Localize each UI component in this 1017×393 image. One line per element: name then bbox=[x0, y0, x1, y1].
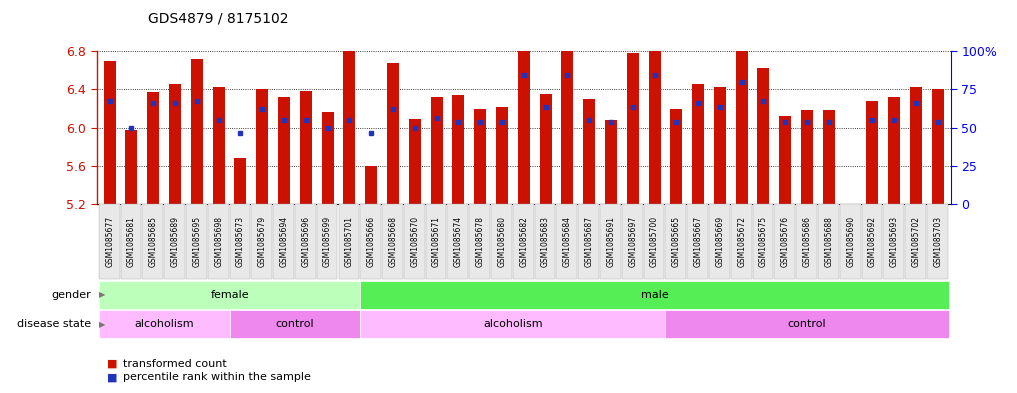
Bar bbox=[125, 130, 137, 204]
Text: GSM1085702: GSM1085702 bbox=[911, 216, 920, 267]
Text: GSM1085690: GSM1085690 bbox=[846, 216, 855, 267]
Bar bbox=[801, 110, 813, 204]
Text: GSM1085666: GSM1085666 bbox=[367, 216, 375, 267]
Bar bbox=[626, 53, 639, 204]
Bar bbox=[823, 110, 835, 204]
Text: disease state: disease state bbox=[17, 319, 92, 329]
Bar bbox=[670, 108, 682, 204]
Text: GSM1085685: GSM1085685 bbox=[148, 216, 158, 267]
Text: GSM1085676: GSM1085676 bbox=[781, 216, 790, 267]
Text: GDS4879 / 8175102: GDS4879 / 8175102 bbox=[148, 12, 289, 26]
Bar bbox=[888, 97, 900, 204]
Bar bbox=[191, 59, 202, 204]
Text: control: control bbox=[788, 319, 827, 329]
Text: GSM1085675: GSM1085675 bbox=[759, 216, 768, 267]
Text: GSM1085678: GSM1085678 bbox=[476, 216, 485, 267]
Text: GSM1085699: GSM1085699 bbox=[323, 216, 333, 267]
Text: GSM1085700: GSM1085700 bbox=[650, 216, 659, 267]
Bar bbox=[561, 36, 574, 204]
Bar bbox=[387, 62, 399, 204]
Text: male: male bbox=[641, 290, 668, 300]
Text: GSM1085672: GSM1085672 bbox=[737, 216, 746, 267]
Text: GSM1085703: GSM1085703 bbox=[934, 216, 943, 267]
Text: GSM1085668: GSM1085668 bbox=[388, 216, 398, 267]
Text: transformed count: transformed count bbox=[123, 358, 227, 369]
Bar bbox=[496, 107, 507, 204]
Bar bbox=[169, 84, 181, 204]
Bar bbox=[321, 112, 334, 204]
Bar bbox=[693, 84, 704, 204]
Text: alcoholism: alcoholism bbox=[483, 319, 543, 329]
Text: GSM1085681: GSM1085681 bbox=[127, 216, 136, 267]
Text: GSM1085674: GSM1085674 bbox=[454, 216, 463, 267]
Bar bbox=[583, 99, 595, 204]
Text: control: control bbox=[276, 319, 314, 329]
Bar bbox=[365, 166, 377, 204]
Text: GSM1085694: GSM1085694 bbox=[280, 216, 289, 267]
Bar bbox=[758, 68, 770, 204]
Bar bbox=[845, 204, 856, 224]
Bar bbox=[278, 97, 290, 204]
Text: GSM1085670: GSM1085670 bbox=[410, 216, 419, 267]
Bar bbox=[474, 108, 486, 204]
Text: GSM1085688: GSM1085688 bbox=[825, 216, 833, 267]
Text: GSM1085684: GSM1085684 bbox=[562, 216, 572, 267]
Text: GSM1085689: GSM1085689 bbox=[171, 216, 180, 267]
Text: GSM1085667: GSM1085667 bbox=[694, 216, 703, 267]
Bar bbox=[540, 94, 551, 204]
Bar bbox=[714, 88, 726, 204]
Bar bbox=[147, 92, 160, 204]
Text: ▶: ▶ bbox=[99, 290, 105, 299]
Text: GSM1085691: GSM1085691 bbox=[606, 216, 615, 267]
Text: ■: ■ bbox=[107, 372, 117, 382]
Text: GSM1085701: GSM1085701 bbox=[345, 216, 354, 267]
Bar bbox=[453, 95, 465, 204]
Text: GSM1085679: GSM1085679 bbox=[257, 216, 266, 267]
Bar bbox=[300, 91, 312, 204]
Bar bbox=[910, 88, 922, 204]
Bar bbox=[779, 116, 791, 204]
Text: GSM1085698: GSM1085698 bbox=[215, 216, 223, 267]
Bar bbox=[104, 61, 116, 204]
Text: GSM1085669: GSM1085669 bbox=[715, 216, 724, 267]
Text: GSM1085696: GSM1085696 bbox=[301, 216, 310, 267]
Bar bbox=[518, 37, 530, 204]
Text: GSM1085692: GSM1085692 bbox=[868, 216, 877, 267]
Bar bbox=[649, 37, 660, 204]
Text: GSM1085695: GSM1085695 bbox=[192, 216, 201, 267]
Text: GSM1085682: GSM1085682 bbox=[520, 216, 528, 267]
Text: GSM1085673: GSM1085673 bbox=[236, 216, 245, 267]
Text: GSM1085665: GSM1085665 bbox=[672, 216, 680, 267]
Text: GSM1085680: GSM1085680 bbox=[497, 216, 506, 267]
Bar bbox=[735, 44, 747, 204]
Text: female: female bbox=[211, 290, 249, 300]
Text: GSM1085687: GSM1085687 bbox=[585, 216, 594, 267]
Bar bbox=[235, 158, 246, 204]
Bar bbox=[256, 90, 268, 204]
Bar bbox=[605, 120, 617, 204]
Text: GSM1085686: GSM1085686 bbox=[802, 216, 812, 267]
Text: GSM1085693: GSM1085693 bbox=[890, 216, 899, 267]
Text: ▶: ▶ bbox=[99, 320, 105, 329]
Bar bbox=[213, 88, 225, 204]
Bar bbox=[409, 119, 421, 204]
Text: GSM1085671: GSM1085671 bbox=[432, 216, 441, 267]
Text: GSM1085683: GSM1085683 bbox=[541, 216, 550, 267]
Bar bbox=[866, 101, 879, 204]
Text: alcoholism: alcoholism bbox=[134, 319, 194, 329]
Text: gender: gender bbox=[52, 290, 92, 300]
Bar bbox=[344, 51, 355, 204]
Text: ■: ■ bbox=[107, 358, 117, 369]
Bar bbox=[430, 97, 442, 204]
Bar bbox=[932, 90, 944, 204]
Text: percentile rank within the sample: percentile rank within the sample bbox=[123, 372, 311, 382]
Text: GSM1085697: GSM1085697 bbox=[629, 216, 638, 267]
Text: GSM1085677: GSM1085677 bbox=[105, 216, 114, 267]
